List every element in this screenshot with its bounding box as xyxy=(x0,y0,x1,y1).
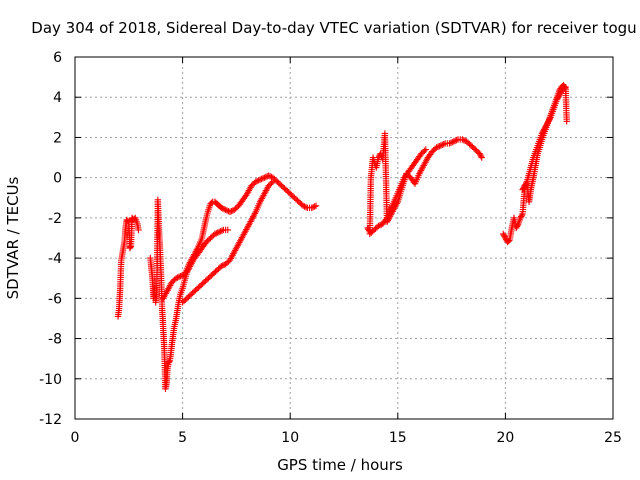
data-point xyxy=(440,140,447,148)
data-point xyxy=(269,178,277,185)
data-point xyxy=(221,205,228,213)
axis-ticks xyxy=(74,56,614,420)
data-point xyxy=(254,177,261,185)
data-point xyxy=(311,203,318,210)
data-point xyxy=(460,136,467,144)
data-point xyxy=(436,142,443,150)
data-point xyxy=(222,206,229,214)
data-point xyxy=(449,138,456,146)
data-point xyxy=(514,222,521,229)
data-point xyxy=(505,237,512,245)
data-point xyxy=(312,202,320,210)
data-point xyxy=(437,142,445,149)
y-tick-label: 4 xyxy=(53,90,62,106)
chart-title: Day 304 of 2018, Sidereal Day-to-day VTE… xyxy=(31,19,636,37)
y-tick-label: 2 xyxy=(53,130,62,146)
data-points xyxy=(114,81,570,393)
data-point xyxy=(376,222,384,229)
data-point xyxy=(299,202,307,210)
data-point xyxy=(382,216,390,223)
data-point xyxy=(266,173,274,180)
data-point xyxy=(218,204,225,212)
data-point xyxy=(375,222,382,230)
data-point xyxy=(218,227,226,234)
data-point xyxy=(301,203,308,210)
data-point xyxy=(559,85,566,92)
data-point xyxy=(219,262,226,269)
grid-lines xyxy=(75,57,613,419)
data-point xyxy=(217,228,224,235)
data-point xyxy=(433,144,440,151)
x-tick-label: 15 xyxy=(389,430,407,446)
data-point xyxy=(259,175,267,182)
data-point xyxy=(421,147,428,155)
y-tick-label: -6 xyxy=(48,291,62,307)
data-point xyxy=(446,140,453,147)
y-tick-label: -12 xyxy=(39,412,62,428)
x-tick-label: 10 xyxy=(281,430,299,446)
data-point xyxy=(447,139,455,147)
data-point xyxy=(124,217,131,225)
data-point xyxy=(215,228,223,236)
data-point xyxy=(224,226,231,234)
y-tick-label: -2 xyxy=(48,211,62,227)
data-point xyxy=(451,137,459,144)
data-point xyxy=(219,205,226,212)
data-point xyxy=(478,154,485,161)
y-tick-label: 6 xyxy=(53,50,62,66)
data-point xyxy=(450,138,457,145)
data-point xyxy=(459,136,466,143)
data-point xyxy=(422,146,429,153)
data-point xyxy=(214,229,221,236)
x-axis-label: GPS time / hours xyxy=(277,456,403,474)
tick-labels: 0 5 10 15 20 25 -12 -10 -8 -6 -4 -2 0 2 4 6 xyxy=(39,50,622,446)
data-point xyxy=(309,203,317,211)
data-point xyxy=(434,143,442,151)
y-tick-label: 0 xyxy=(53,171,62,187)
data-point xyxy=(262,173,270,181)
data-point xyxy=(228,207,235,215)
x-tick-label: 25 xyxy=(604,430,622,446)
data-point xyxy=(563,118,570,125)
data-point xyxy=(258,175,265,183)
data-point xyxy=(268,179,275,187)
data-point xyxy=(223,207,231,214)
y-tick-label: -4 xyxy=(48,251,62,267)
data-point xyxy=(213,230,220,237)
data-point xyxy=(562,83,569,91)
data-point xyxy=(518,212,526,219)
data-point xyxy=(302,203,310,211)
data-point xyxy=(256,176,264,183)
data-point xyxy=(308,204,315,212)
data-point xyxy=(178,272,186,279)
x-tick-label: 0 xyxy=(71,430,80,446)
data-point xyxy=(172,275,180,282)
plot-frame xyxy=(74,56,614,420)
data-point xyxy=(255,177,262,184)
data-point xyxy=(439,141,446,149)
y-tick-label: -8 xyxy=(48,332,62,348)
x-tick-label: 5 xyxy=(178,430,187,446)
data-point xyxy=(177,273,184,280)
data-point xyxy=(174,274,181,281)
y-tick-label: -10 xyxy=(39,372,62,388)
data-point xyxy=(175,273,183,281)
data-point xyxy=(477,153,485,160)
data-point xyxy=(252,178,259,185)
data-point xyxy=(261,174,268,181)
data-point xyxy=(226,208,234,216)
data-point xyxy=(523,179,530,187)
data-point xyxy=(135,226,142,234)
data-point xyxy=(546,115,554,122)
x-tick-label: 20 xyxy=(496,430,514,446)
data-point xyxy=(218,262,225,270)
data-point xyxy=(211,230,219,238)
data-point xyxy=(265,172,272,179)
data-point xyxy=(453,136,460,144)
y-axis-label: SDTVAR / TECUs xyxy=(4,176,22,299)
